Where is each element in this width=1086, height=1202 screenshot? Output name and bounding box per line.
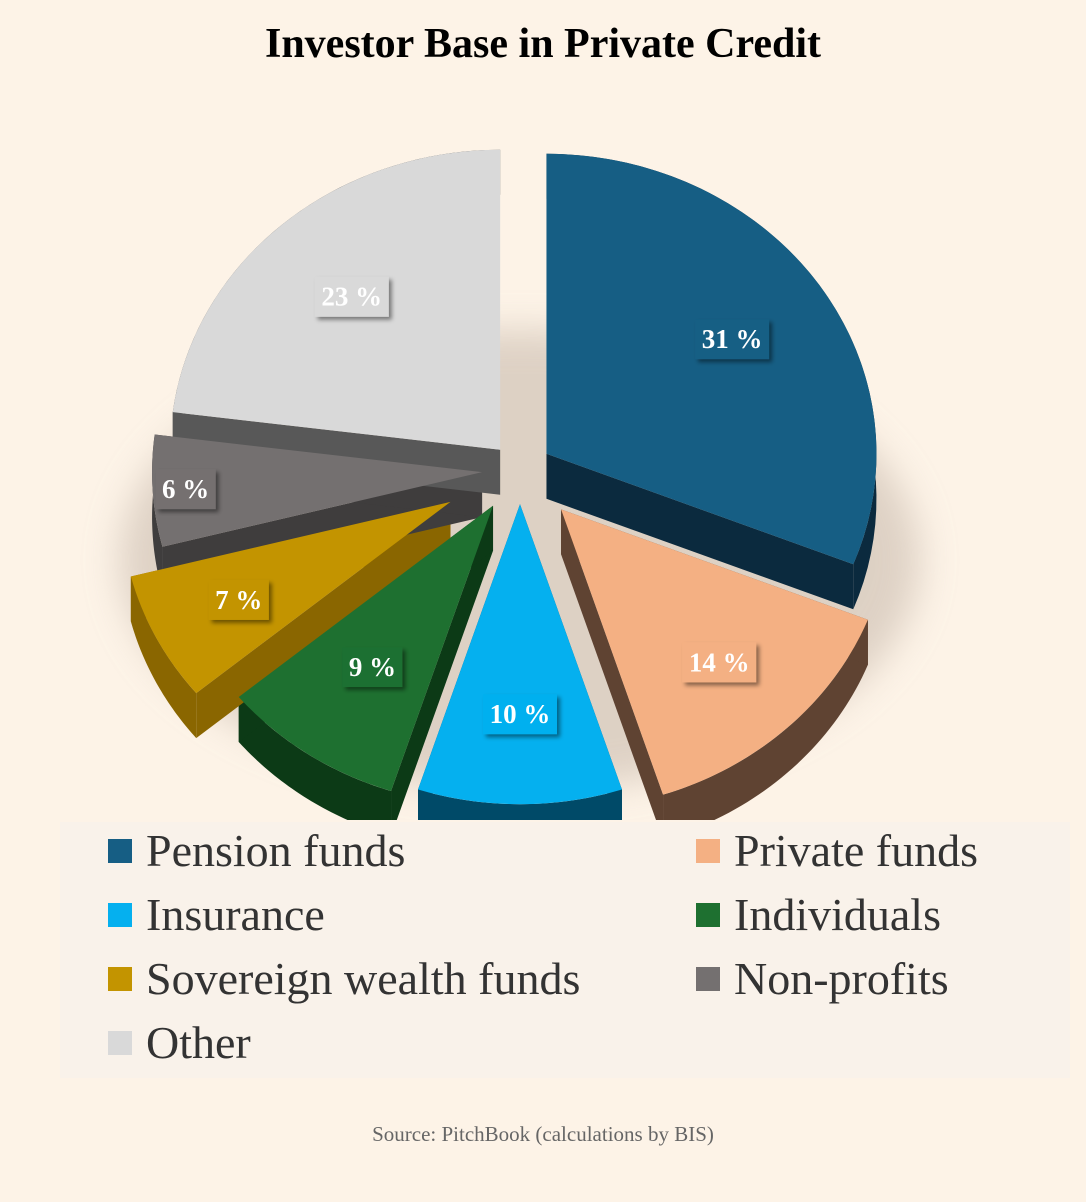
legend-swatch — [696, 966, 720, 991]
legend-label: Private funds — [734, 825, 979, 876]
data-label-text: 7 % — [215, 585, 262, 615]
legend-swatch — [696, 838, 720, 863]
data-label-box — [314, 276, 389, 317]
slice-side-private-funds — [663, 619, 868, 820]
slice-side-individuals — [238, 696, 392, 820]
slice-side-sovereign-wealth-funds — [130, 576, 197, 739]
data-label-box — [342, 647, 403, 688]
legend-label: Pension funds — [146, 825, 406, 876]
slice-side-insurance — [418, 789, 622, 820]
data-label-private-funds: 14 % — [682, 642, 757, 683]
data-label-text: 31 % — [702, 324, 763, 354]
data-label-text: 9 % — [349, 652, 396, 682]
data-label-text: 10 % — [490, 699, 551, 729]
legend-label: Insurance — [146, 889, 325, 940]
source-note: Source: PitchBook (calculations by BIS) — [372, 1122, 714, 1146]
legend-swatch — [108, 902, 132, 927]
slice-wall-private-funds-1 — [561, 509, 664, 820]
legend-swatch — [108, 838, 132, 863]
legend-swatch — [696, 902, 720, 927]
chart-title: Investor Base in Private Credit — [264, 21, 822, 67]
data-label-box — [682, 642, 757, 683]
legend-item-individuals: Individuals — [696, 888, 941, 941]
data-label-pension-funds: 31 % — [695, 319, 770, 360]
legend-item-pension-funds: Pension funds — [108, 824, 405, 877]
legend-item-other: Other — [108, 1016, 251, 1069]
slice-sovereign-wealth-funds — [130, 501, 451, 694]
pie-chart: 31 % 14 % 10 % 9 % 7 % 6 % 23 % — [120, 149, 920, 820]
data-label-sovereign-wealth-funds: 7 % — [208, 579, 269, 620]
data-label-individuals: 9 % — [342, 647, 403, 688]
slice-wall-pension-funds-1 — [546, 453, 854, 610]
data-label-box — [155, 469, 216, 510]
legend-swatch — [108, 966, 132, 991]
data-label-other: 23 % — [314, 276, 389, 317]
data-label-insurance: 10 % — [483, 694, 557, 735]
slice-non-profits — [152, 434, 483, 547]
legend-swatch — [108, 1030, 132, 1055]
data-label-box — [483, 694, 557, 735]
legend-label: Individuals — [734, 889, 941, 940]
data-label-text: 6 % — [162, 474, 209, 504]
data-label-box — [695, 319, 770, 360]
slice-wall-individuals-0 — [391, 505, 494, 820]
legend: Pension funds Private funds Insurance Indiv… — [60, 822, 1070, 1078]
data-label-text: 14 % — [689, 647, 750, 677]
legend-item-non-profits: Non-profits — [696, 952, 949, 1005]
legend-item-private-funds: Private funds — [696, 824, 978, 877]
legend-item-insurance: Insurance — [108, 888, 325, 941]
legend-label: Other — [146, 1017, 251, 1068]
legend-label: Sovereign wealth funds — [146, 953, 581, 1004]
slice-insurance — [418, 504, 622, 805]
data-label-box — [208, 579, 269, 620]
data-label-non-profits: 6 % — [155, 469, 216, 510]
legend-item-sovereign-wealth-funds: Sovereign wealth funds — [108, 952, 580, 1005]
data-label-text: 23 % — [321, 282, 382, 312]
legend-label: Non-profits — [734, 953, 949, 1004]
